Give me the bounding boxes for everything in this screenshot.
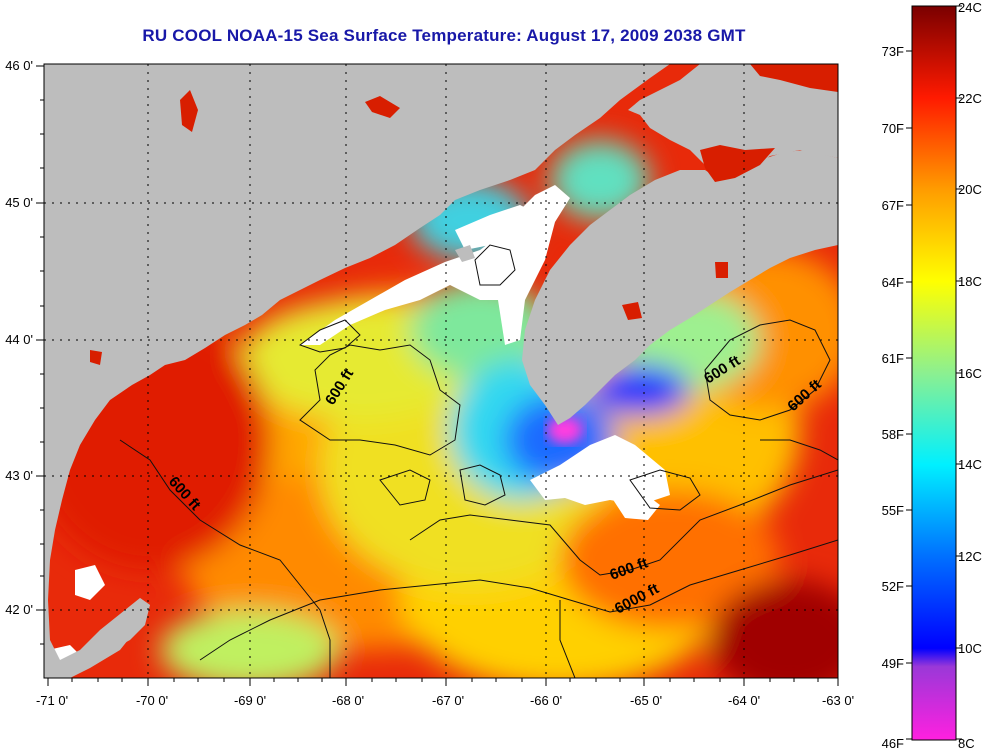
colorbar-label-22c: 22C [958, 91, 982, 106]
magenta-cold-spot [547, 416, 583, 444]
colorbar-label-70f: 70F [882, 121, 904, 136]
colorbar-label-49f: 49F [882, 656, 904, 671]
colorbar-gradient [912, 6, 956, 740]
map-title: RU COOL NOAA-15 Sea Surface Temperature:… [142, 26, 746, 45]
lon-label-69: -69 0' [234, 693, 266, 708]
colorbar-label-12c: 12C [958, 549, 982, 564]
colorbar-ticks [906, 5, 962, 740]
lat-label-43: 43 0' [5, 468, 33, 483]
longitude-labels: -71 0' -70 0' -69 0' -68 0' -67 0' -66 0… [36, 693, 854, 708]
land-mainland [44, 64, 838, 678]
lat-label-44: 44 0' [5, 332, 33, 347]
coastal-warm-patches [90, 64, 838, 365]
lon-label-67: -67 0' [432, 693, 464, 708]
colorbar-label-20c: 20C [958, 182, 982, 197]
colorbar-label-67f: 67F [882, 198, 904, 213]
lon-label-63: -63 0' [822, 693, 854, 708]
colorbar-label-18c: 18C [958, 274, 982, 289]
colorbar-label-73f: 73F [882, 44, 904, 59]
lat-label-46: 46 0' [5, 58, 33, 73]
colorbar-label-24c: 24C [958, 0, 982, 15]
colorbar-label-52f: 52F [882, 579, 904, 594]
lon-label-65: -65 0' [630, 693, 662, 708]
bathymetry-contours [119, 244, 838, 678]
colorbar-label-8c: 8C [958, 736, 975, 751]
temperature-colorbar: 73F 70F 67F 64F 61F 58F 55F 52F 49F 46F … [882, 0, 982, 751]
lon-label-70: -70 0' [136, 693, 168, 708]
colorbar-label-61f: 61F [882, 351, 904, 366]
colorbar-label-46f: 46F [882, 736, 904, 751]
lon-label-64: -64 0' [728, 693, 760, 708]
land-grand-manan [455, 245, 475, 262]
latitude-labels: 46 0' 45 0' 44 0' 43 0' 42 0' [5, 58, 33, 617]
colorbar-label-16c: 16C [958, 366, 982, 381]
land-cape-cod [108, 598, 150, 648]
colorbar-label-64f: 64F [882, 275, 904, 290]
axis-ticks [36, 65, 839, 686]
lon-label-66: -66 0' [530, 693, 562, 708]
lat-label-42: 42 0' [5, 602, 33, 617]
colorbar-label-55f: 55F [882, 503, 904, 518]
lat-label-45: 45 0' [5, 195, 33, 210]
land-nova-scotia [522, 150, 838, 425]
lon-label-71: -71 0' [36, 693, 68, 708]
colorbar-label-58f: 58F [882, 427, 904, 442]
map-panel: 600 ft 600 ft 600 ft 600 ft 600 ft 6000 … [44, 64, 838, 678]
colorbar-label-14c: 14C [958, 457, 982, 472]
lon-label-68: -68 0' [332, 693, 364, 708]
colorbar-label-10c: 10C [958, 641, 982, 656]
map-frame [43, 63, 839, 679]
